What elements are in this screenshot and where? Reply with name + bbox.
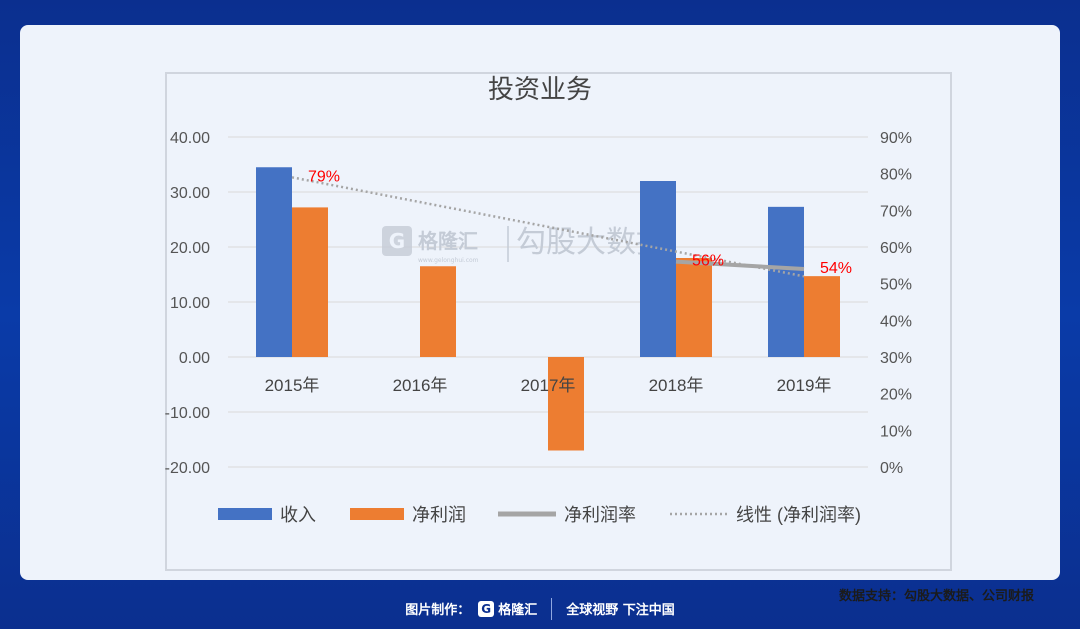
legend-swatch — [350, 508, 404, 520]
legend-swatch — [218, 508, 272, 520]
data-label: 56% — [692, 253, 724, 270]
bar-revenue — [256, 167, 292, 357]
right-axis-tick-label: 70% — [880, 203, 912, 220]
watermark-logo-icon — [382, 226, 412, 256]
category-label: 2015年 — [265, 376, 320, 395]
footer-made-by: 图片制作： — [405, 603, 471, 618]
trendline-net-margin — [291, 176, 805, 278]
category-label: 2018年 — [649, 376, 704, 395]
left-axis-tick-label: 40.00 — [170, 130, 210, 147]
bar-net-profit — [292, 207, 328, 357]
bar-net-profit — [420, 266, 456, 357]
watermark-brand: 格隆汇 — [418, 229, 478, 253]
legend-label: 净利润率 — [564, 505, 636, 525]
bar-net-profit — [804, 276, 840, 357]
left-axis-tick-label: 10.00 — [170, 295, 210, 312]
right-axis-tick-label: 80% — [880, 167, 912, 184]
legend-label: 收入 — [280, 505, 316, 525]
gelonghui-logo-icon: G — [478, 600, 495, 617]
right-axis-tick-label: 10% — [880, 423, 912, 440]
right-axis-tick-label: 90% — [880, 130, 912, 147]
footer-divider — [551, 597, 553, 620]
data-label: 79% — [308, 168, 340, 185]
right-axis-tick-label: 50% — [880, 277, 912, 294]
category-label: 2017年 — [521, 376, 576, 395]
bar-revenue — [640, 181, 676, 357]
chart-title: 投资业务 — [488, 75, 592, 105]
legend-label: 线性 (净利润率) — [736, 505, 861, 525]
left-axis-tick-label: -10.00 — [165, 405, 210, 422]
footer-brand: 格隆汇 — [498, 603, 538, 618]
right-axis-tick-label: 40% — [880, 313, 912, 330]
left-axis-tick-label: -20.00 — [165, 460, 210, 477]
right-axis-tick-label: 60% — [880, 240, 912, 257]
source-note: 数据支持：勾股大数据、公司财报 — [838, 589, 1034, 604]
data-label: 54% — [820, 260, 852, 277]
bar-net-profit — [548, 357, 584, 451]
bar-revenue — [768, 206, 804, 357]
left-axis-tick-label: 20.00 — [170, 240, 210, 257]
bar-net-profit — [676, 258, 712, 357]
footer-slogan: 全球视野 下注中国 — [566, 603, 675, 618]
left-axis-tick-label: 30.00 — [170, 185, 210, 202]
category-label: 2016年 — [393, 376, 448, 395]
category-label: 2019年 — [777, 376, 832, 395]
right-axis-tick-label: 0% — [880, 460, 903, 477]
footer: 图片制作： G 格隆汇 全球视野 下注中国 — [0, 588, 1080, 629]
right-axis-tick-label: 30% — [880, 350, 912, 367]
left-axis-tick-label: 0.00 — [179, 350, 210, 367]
line-net-margin — [675, 259, 805, 271]
legend-label: 净利润 — [412, 505, 466, 525]
watermark-logo-letter: G — [389, 229, 405, 253]
watermark-brand-url: www.gelonghui.com — [418, 257, 479, 264]
right-axis-tick-label: 20% — [880, 387, 912, 404]
footer-logo: G 格隆汇 — [478, 599, 537, 618]
